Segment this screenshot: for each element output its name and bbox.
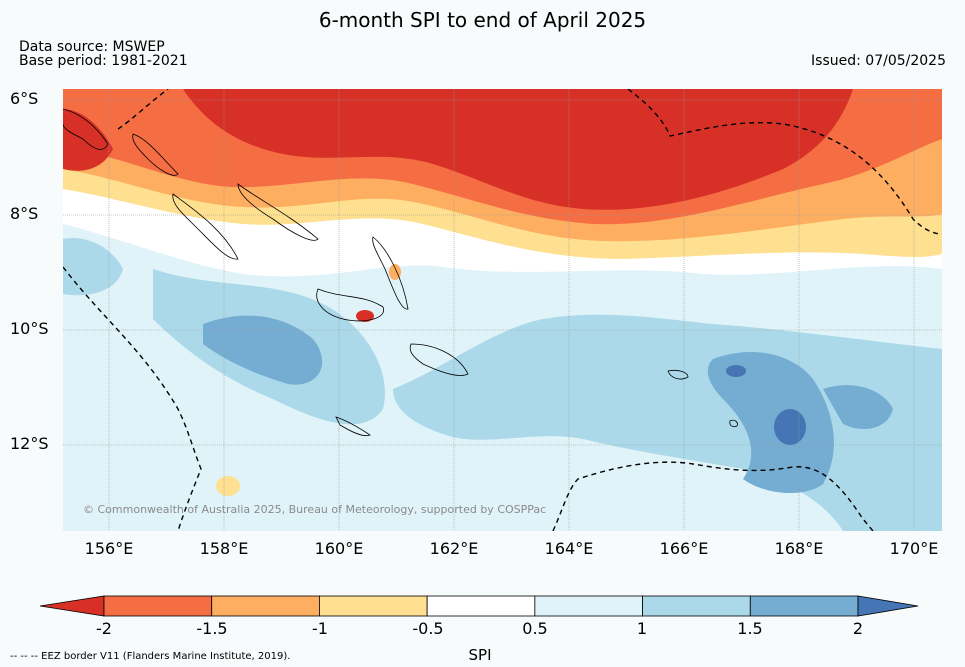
lat-label-6s: 6°S	[10, 89, 39, 108]
spi-band-1.5-2-b	[707, 351, 834, 494]
lon-label-160e: 160°E	[314, 539, 364, 558]
lat-label-10s: 10°S	[10, 319, 49, 338]
colorbar-label: SPI	[468, 646, 492, 664]
colorbar-tick: 0.5	[522, 619, 548, 638]
lat-label-8s: 8°S	[10, 204, 39, 223]
graticule	[63, 89, 942, 531]
coastlines	[63, 108, 738, 437]
spi-spot-red	[356, 310, 374, 322]
colorbar-segment	[103, 595, 213, 617]
spi-band-lt-neg2-b	[63, 109, 113, 171]
colorbar-tick: -2	[96, 619, 112, 638]
colorbar-tick: -0.5	[412, 619, 444, 638]
colorbar-tick: 1	[636, 619, 648, 638]
lon-label-170e: 170°E	[889, 539, 939, 558]
colorbar-extend-high	[857, 595, 919, 617]
copyright-note: © Commonwealth of Australia 2025, Bureau…	[83, 503, 547, 516]
spi-band-1.5-2-c	[823, 385, 893, 429]
lon-label-156e: 156°E	[84, 539, 134, 558]
lon-label-162e: 162°E	[429, 539, 479, 558]
spi-spot-orange	[389, 264, 401, 280]
colorbar	[40, 595, 919, 617]
lat-label-12s: 12°S	[10, 434, 49, 453]
colorbar-segment	[749, 595, 859, 617]
lon-label-168e: 168°E	[774, 539, 824, 558]
spi-band-1-1.5-c	[63, 238, 123, 296]
eez-borders	[63, 89, 942, 531]
colorbar-segment	[319, 595, 428, 617]
spi-map	[63, 89, 942, 531]
lon-label-166e: 166°E	[659, 539, 709, 558]
spi-band-lt-neg2	[183, 89, 853, 210]
spi-spot-yellow	[216, 476, 240, 496]
spi-band-gt2	[774, 409, 806, 445]
lon-label-164e: 164°E	[544, 539, 594, 558]
colorbar-segment	[426, 595, 536, 617]
data-source: Data source: MSWEP	[19, 39, 165, 55]
colorbar-tick: -1	[312, 619, 328, 638]
base-period: Base period: 1981-2021	[19, 53, 188, 69]
colorbar-tick: 2	[852, 619, 864, 638]
colorbar-tick: 1.5	[737, 619, 763, 638]
spi-band-1.5-2	[203, 315, 323, 385]
map-title: 6-month SPI to end of April 2025	[318, 8, 647, 32]
colorbar-extend-low	[40, 595, 105, 617]
colorbar-segment	[534, 595, 643, 617]
issued-date: Issued: 07/05/2025	[811, 53, 946, 69]
colorbar-segment	[211, 595, 320, 617]
lon-label-158e: 158°E	[199, 539, 249, 558]
colorbar-tick: -1.5	[196, 619, 228, 638]
spi-band-gt2-b	[726, 365, 746, 377]
colorbar-segment	[642, 595, 751, 617]
eez-note: -- -- -- EEZ border V11 (Flanders Marine…	[10, 651, 291, 662]
